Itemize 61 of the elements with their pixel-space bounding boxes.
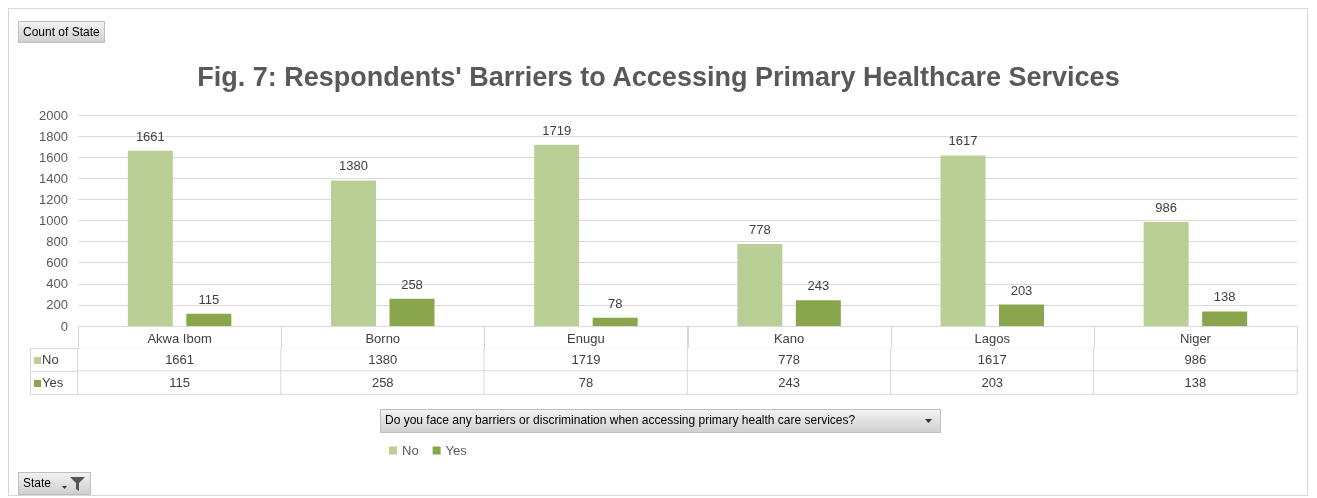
data-label: 1380 [339,158,368,174]
data-label: 243 [807,278,830,294]
text: State [23,476,52,490]
data-label: 1617 [948,133,978,149]
data-label: 1661 [135,128,165,144]
bar [999,304,1044,326]
data-label: 138 [1213,289,1236,305]
legend-label: Yes [445,443,468,458]
data-label: 115 [198,291,220,307]
x-tick-label: Akwa Ibom [147,331,212,346]
bar [592,317,638,326]
y-tick-label: 1800 [39,128,68,144]
bar [737,243,783,326]
bar [795,300,841,326]
data-label: 986 [1155,199,1178,215]
text: Count of State [18,21,105,43]
x-tick-label: Enugu [567,331,605,346]
data-label: 78 [578,375,594,390]
y-tick-label: 400 [46,276,68,292]
y-tick-label: 1600 [39,149,68,165]
y-tick-label: 800 [46,234,68,250]
data-label: 78 [607,295,623,311]
data-label: 203 [981,375,1004,390]
data-label: 778 [748,221,771,237]
y-tick-label: 2000 [39,107,68,123]
y-tick-label: 200 [46,297,68,313]
data-label: 203 [1010,282,1033,298]
bar [1143,221,1189,326]
data-label: 1661 [165,352,195,367]
bar [186,313,232,326]
y-tick-label: Yes [42,375,64,390]
data-label: 986 [1184,352,1207,367]
y-tick-label: 1200 [39,191,68,207]
y-tick-label: 600 [46,255,68,271]
data-label: 1719 [571,352,601,367]
legend-label: No [402,443,419,458]
data-label: 1719 [542,122,572,138]
x-tick-label: Lagos [974,331,1011,346]
data-label: 258 [401,276,423,292]
y-tick-label: 1400 [39,170,68,186]
data-label: 258 [371,375,394,390]
data-label: 1380 [368,352,398,367]
data-label: 1617 [977,352,1007,367]
bar [331,180,376,326]
x-tick-label: Borno [365,331,401,346]
bar [127,150,173,326]
chart-title: Fig. 7: Respondents' Barriers to Accessing Primary Healthcare Services [197,61,1120,92]
x-tick-label: Kano [773,331,805,346]
bar [389,298,435,326]
legend-title: Do you face any barriers or discrimination when accessing primary health care services? [385,413,856,427]
y-tick-label: 0 [60,318,68,334]
bar [1202,311,1248,326]
data-label: 243 [778,375,800,390]
bar [534,144,580,326]
data-label: 115 [169,375,190,390]
data-label: 138 [1184,375,1207,390]
y-tick-label: 1000 [39,213,68,228]
bar [940,155,986,326]
y-tick-label: No [42,352,59,367]
data-label: 778 [778,352,800,367]
x-tick-label: Niger [1179,331,1212,346]
